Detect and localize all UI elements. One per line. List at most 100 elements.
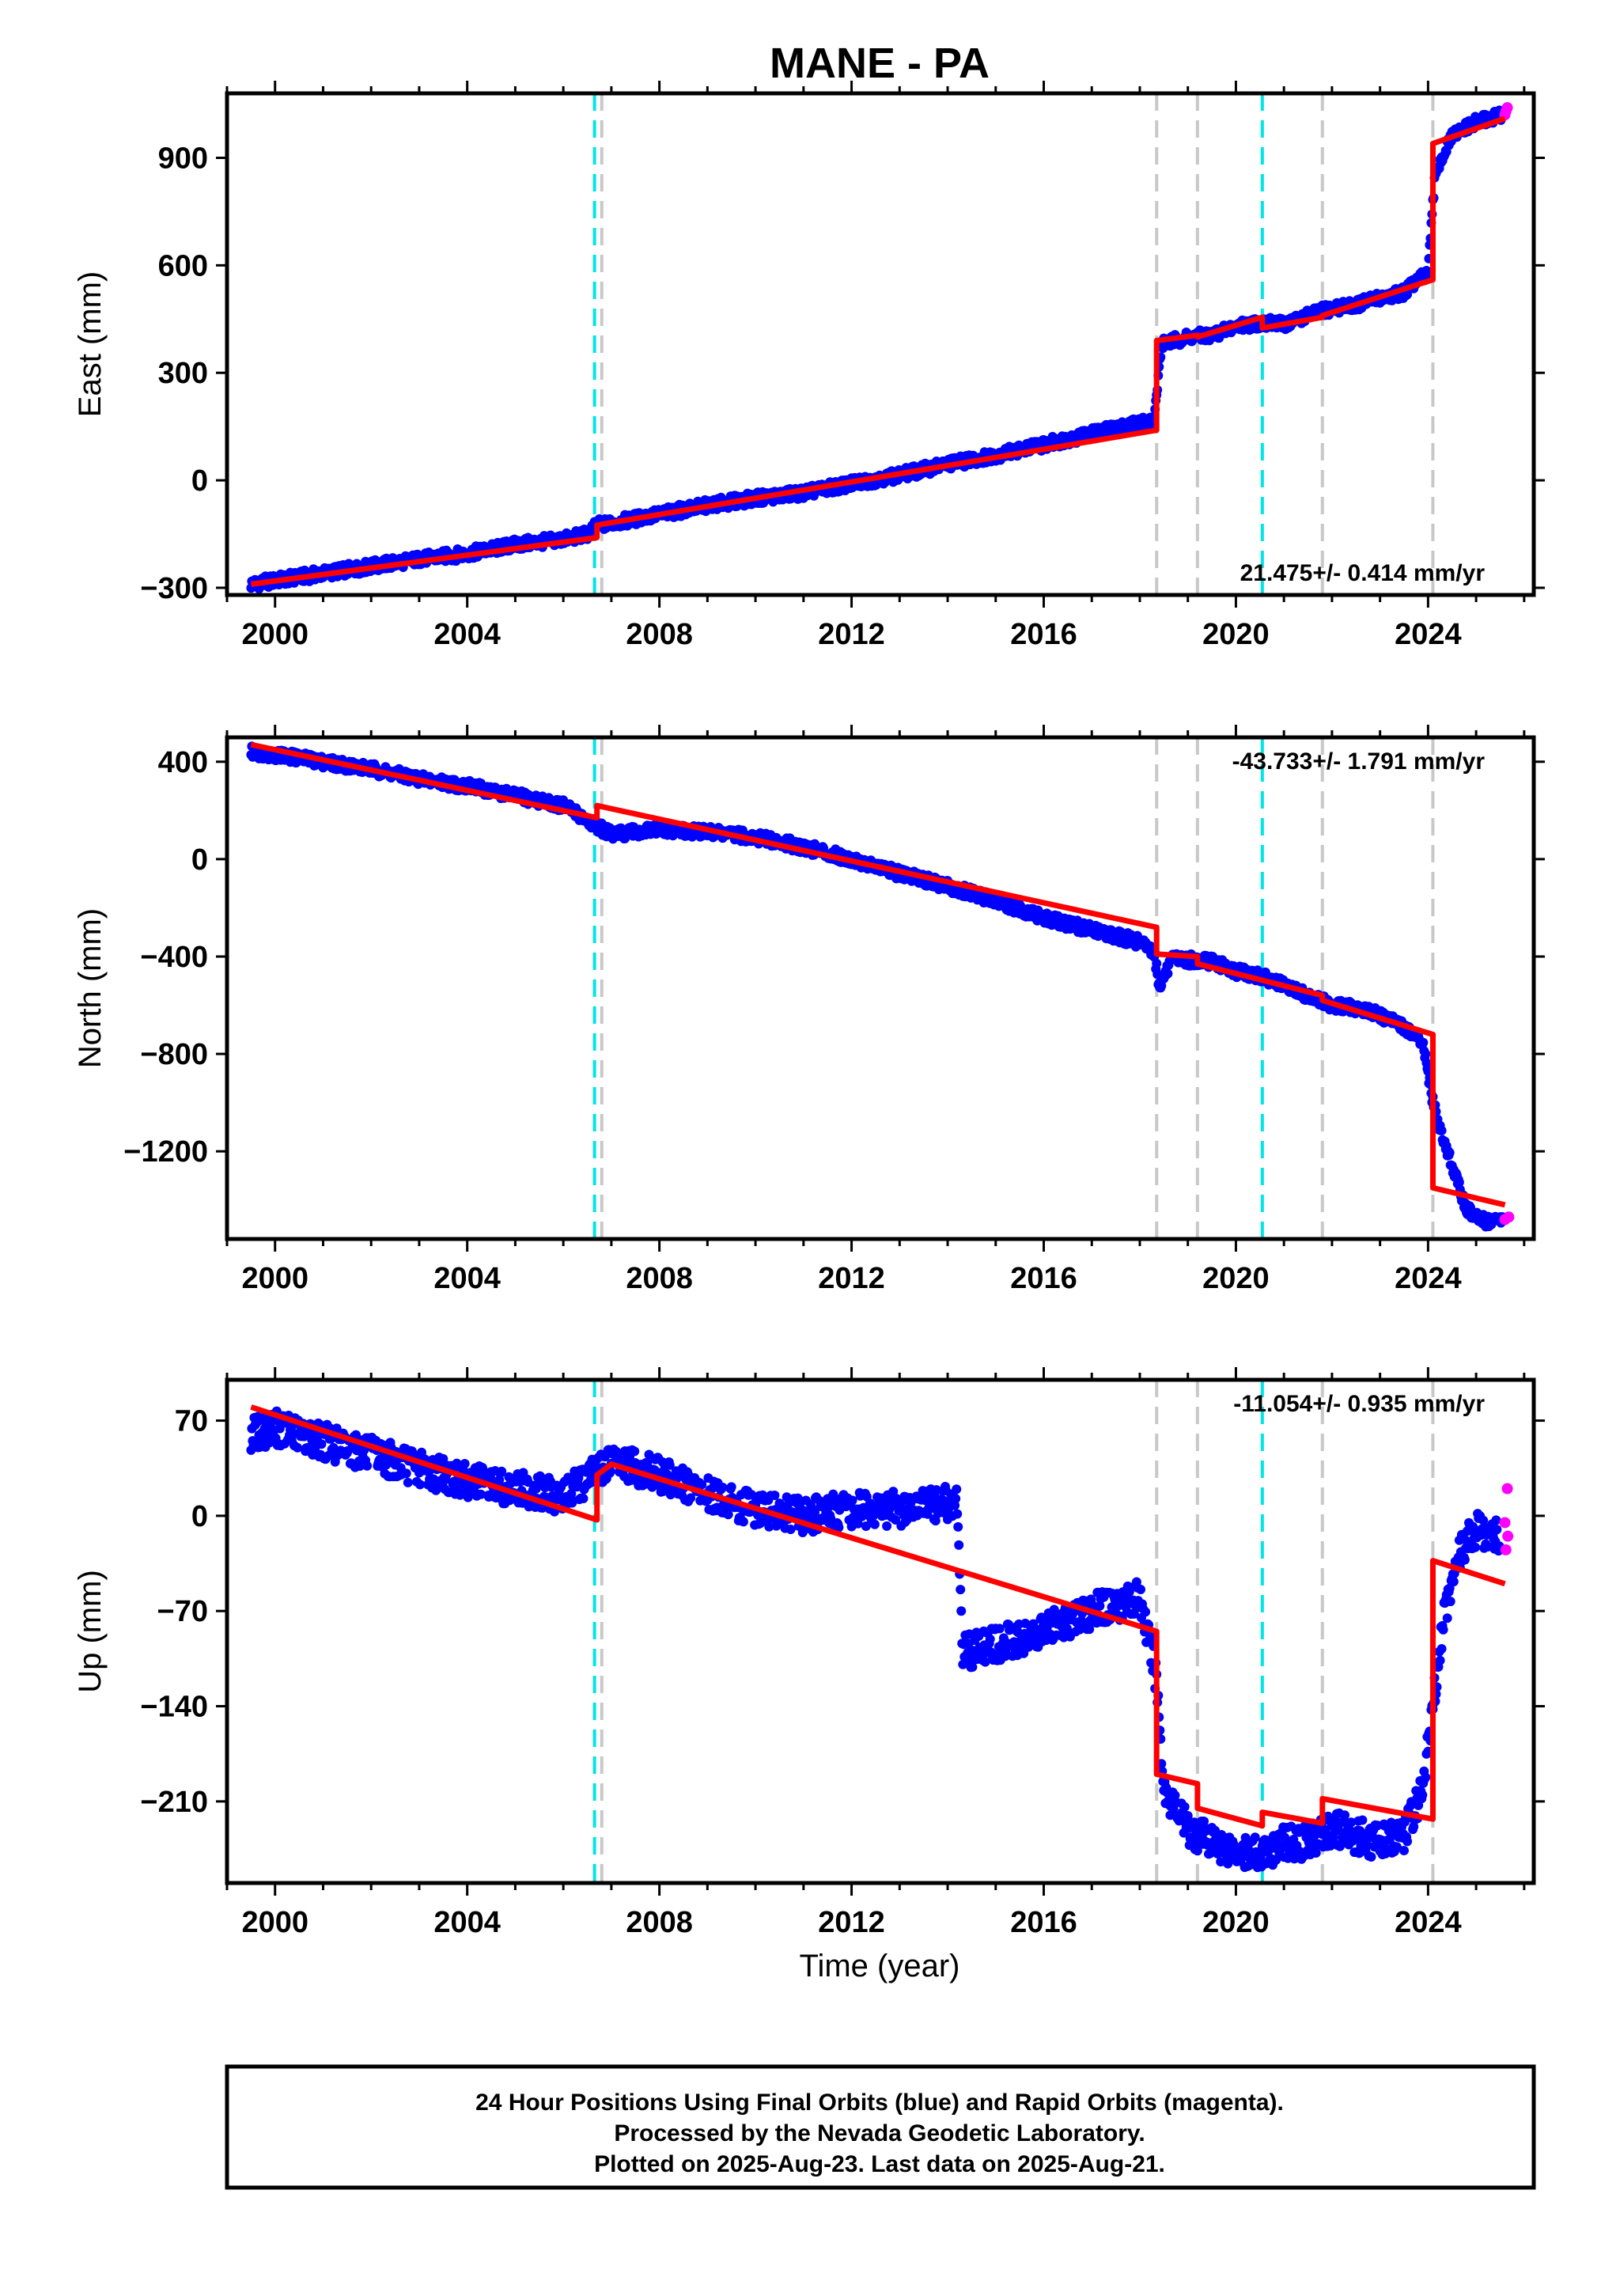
east-y-tick-label: 0 [191,464,208,498]
north-final-orbit-point [1421,1049,1431,1059]
north-x-tick-label: 2000 [241,1262,308,1295]
north-final-orbit-point [1436,1126,1447,1135]
up-final-orbit-point [954,1540,964,1550]
up-final-orbit-point [994,1623,1005,1634]
up-y-tick-label: −140 [140,1691,208,1724]
up-x-tick-label: 2020 [1202,1906,1270,1939]
north-y-tick-label: −1200 [123,1135,208,1169]
up-final-orbit-point [985,1634,995,1644]
up-final-orbit-point [1366,1852,1376,1862]
north-x-tick-label: 2024 [1395,1262,1462,1295]
up-final-orbit-point [785,1525,796,1534]
up-final-orbit-point [1417,1790,1428,1800]
up-final-orbit-point [1271,1855,1281,1865]
up-final-orbit-point [460,1459,470,1468]
up-x-tick-label: 2024 [1395,1906,1462,1939]
up-rapid-orbit-point [1500,1544,1512,1555]
up-x-tick-label: 2004 [433,1906,501,1939]
east-y-tick-label: 900 [158,142,208,176]
north-final-orbit-point [1152,958,1162,968]
up-final-orbit-point [1435,1655,1445,1665]
panel-up: 2000 2004 2008 2012 2016 2020 2024−210−140−700… [73,1367,1545,1939]
up-final-orbit-point [1362,1839,1372,1850]
up-final-orbit-point [930,1516,941,1526]
footer-line-1: 24 Hour Positions Using Final Orbits (bl… [475,2090,1284,2116]
east-y-tick-label: 600 [158,249,208,282]
up-y-tick-label: 70 [175,1405,208,1438]
east-x-tick-label: 2000 [241,618,308,651]
up-final-orbit-point [952,1509,963,1519]
north-x-tick-label: 2004 [433,1262,501,1295]
up-final-orbit-point [475,1489,486,1499]
north-x-tick-label: 2016 [1010,1262,1077,1295]
up-final-orbit-point [980,1657,990,1667]
up-final-orbit-point [1357,1815,1368,1825]
up-rate-annotation: -11.054+/- 0.935 mm/yr [1233,1391,1485,1417]
up-final-orbit-point [956,1606,967,1616]
up-final-orbit-point [1445,1597,1455,1607]
up-final-orbit-point [497,1466,507,1476]
up-final-orbit-point [566,1488,577,1498]
east-y-tick-label: −300 [140,572,208,605]
up-final-orbit-point [1340,1810,1350,1821]
up-final-orbit-point [401,1468,411,1479]
up-final-orbit-point [1141,1607,1151,1617]
up-final-orbit-point [1436,1644,1447,1654]
up-y-axis-label: Up (mm) [73,1570,108,1693]
up-final-orbit-point [274,1423,285,1434]
up-final-orbit-point [952,1484,962,1495]
panel-north: 2000 2004 2008 2012 2016 2020 2024−1200−800−40… [73,725,1545,1295]
up-x-tick-label: 2000 [241,1906,308,1939]
up-final-orbit-point [1199,1817,1209,1826]
up-final-orbit-point [723,1510,733,1520]
north-x-tick-label: 2008 [626,1262,693,1295]
up-final-orbit-point [1124,1587,1134,1597]
up-final-orbit-point [834,1522,844,1533]
up-final-orbit-point [424,1467,434,1477]
up-final-orbit-point [922,1509,933,1519]
up-final-orbit-point [1311,1848,1321,1858]
up-final-orbit-point [964,1629,975,1639]
up-final-orbit-point [362,1461,373,1471]
up-final-orbit-point [1183,1811,1193,1821]
footer-box: 24 Hour Positions Using Final Orbits (bl… [225,2064,1536,2190]
up-y-tick-label: −70 [157,1595,208,1628]
up-x-tick-label: 2012 [818,1906,885,1939]
up-y-tick-label: −210 [140,1786,208,1819]
up-final-orbit-point [967,1662,978,1672]
north-y-tick-label: −400 [140,941,208,974]
up-final-orbit-point [293,1442,303,1453]
up-final-orbit-point [686,1493,696,1503]
x-axis-label: Time (year) [800,1949,960,1983]
up-final-orbit-point [1478,1515,1489,1525]
up-final-orbit-point [853,1518,863,1529]
footer-line-3: Plotted on 2025-Aug-23. Last data on 202… [594,2151,1165,2177]
east-x-tick-label: 2008 [626,618,693,651]
up-final-orbit-point [1399,1846,1409,1855]
north-x-tick-label: 2020 [1202,1262,1270,1295]
north-frame [225,735,1536,1241]
up-x-tick-label: 2008 [626,1906,693,1939]
up-final-orbit-point [953,1521,963,1532]
up-final-orbit-point [644,1449,654,1460]
up-final-orbit-point [738,1517,748,1527]
up-final-orbit-point [1250,1832,1260,1843]
up-final-orbit-point [531,1483,541,1494]
north-y-axis-label: North (mm) [73,908,108,1068]
north-final-orbit-point [1444,1147,1455,1157]
up-final-orbit-point [415,1480,425,1490]
up-final-orbit-point [567,1498,577,1508]
east-x-tick-label: 2004 [433,618,501,651]
up-y-tick-label: 0 [191,1500,208,1533]
east-frame [225,91,1536,597]
up-final-orbit-point [882,1521,892,1531]
up-final-orbit-point [869,1519,880,1529]
up-final-orbit-point [1216,1857,1226,1867]
up-final-orbit-point [1402,1836,1413,1847]
up-final-orbit-point [1129,1608,1139,1619]
north-final-orbit-point [1418,1037,1429,1048]
up-final-orbit-point [1438,1624,1448,1635]
up-final-orbit-point [1028,1619,1039,1629]
up-final-orbit-point [403,1477,413,1487]
